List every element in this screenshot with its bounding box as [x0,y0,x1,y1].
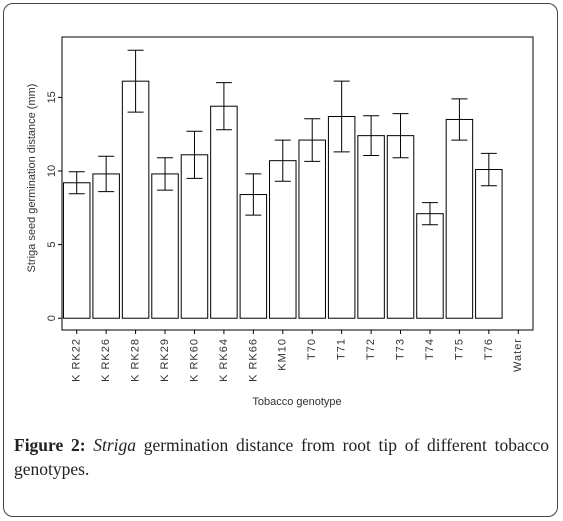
x-tick-label: KM10 [277,338,289,371]
x-tick-label: T76 [483,338,495,360]
x-tick-label: T73 [394,338,406,360]
x-tick-label: T74 [424,338,436,360]
bar [62,182,91,319]
y-axis-label: Striga seed germination distance (mm) [26,84,38,273]
y-tick-label: 10 [46,165,58,177]
bar [121,80,150,319]
bar [298,139,326,319]
bar [475,169,503,319]
error-bar [157,157,174,191]
x-axis-label: Tobacco genotype [252,396,341,408]
x-tick-label: K RK26 [100,338,112,382]
caption-italic: Striga [93,435,137,455]
x-tick-label: K RK28 [130,338,142,382]
x-tick-label: Water [512,338,524,372]
bar [269,160,297,319]
x-tick-label: K RK22 [71,338,83,382]
x-tick-label: T72 [365,338,377,360]
x-tick-label: T75 [453,338,465,360]
error-bar [421,202,438,226]
error-bar [480,152,497,187]
error-bar [274,139,291,182]
x-tick-label: K RK64 [218,338,230,382]
x-tick-label: K RK60 [188,338,200,382]
bar [357,135,385,319]
x-tick-label: T70 [306,338,318,360]
error-bar [186,130,203,179]
error-bar [215,82,232,131]
error-bar [245,173,262,216]
plot-area [61,36,534,331]
x-tick-label: K RK29 [159,338,171,382]
bar [92,173,120,319]
bar [386,135,415,319]
caption-label: Figure 2: [14,435,86,455]
bar [180,154,209,319]
error-bar [392,113,409,159]
y-tick-label: 5 [46,242,58,248]
figure-frame [3,3,558,517]
y-tick-label: 0 [46,315,58,321]
x-tick-label: T71 [336,338,348,360]
chart: Striga seed germination distance (mm) To… [26,36,534,408]
error-bar [304,118,321,162]
error-bar [127,49,144,113]
bar [445,118,474,319]
caption-text: germination distance from root tip of di… [14,435,550,479]
error-bar [333,80,350,153]
x-tick-label: K RK66 [247,338,259,382]
error-bar [451,98,468,141]
y-tick-label: 15 [46,91,58,103]
bar [151,173,179,319]
error-bar [68,171,85,195]
caption: Figure 2: Striga germination distance fr… [14,433,549,481]
error-bar [363,115,380,157]
bar [416,213,444,319]
error-bar [98,155,115,193]
bar [210,105,238,319]
